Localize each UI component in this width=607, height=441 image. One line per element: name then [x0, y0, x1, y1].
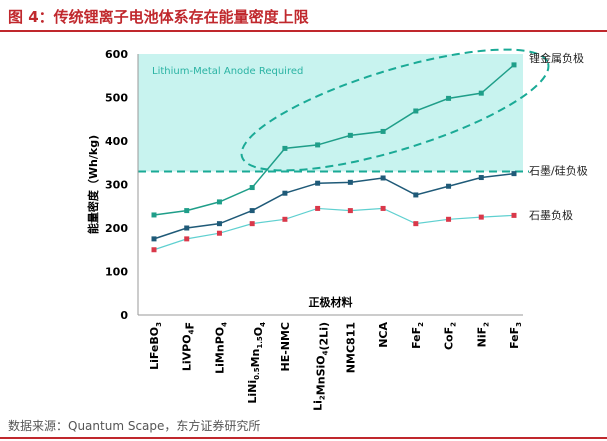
x-tick-label: FeF2	[410, 322, 425, 349]
x-axis-title: 正极材料	[309, 295, 353, 309]
x-tick-label: NiF2	[475, 322, 490, 348]
data-point	[511, 212, 517, 218]
x-tick-label: HE-NMC	[279, 322, 292, 372]
data-point	[216, 221, 222, 227]
lithium-metal-region	[138, 54, 523, 172]
highlight-ellipse	[240, 48, 550, 172]
data-point	[216, 199, 222, 205]
title-divider	[0, 30, 607, 32]
data-point	[249, 185, 255, 191]
x-tick-label: NMC811	[344, 322, 357, 373]
data-point	[347, 179, 353, 185]
data-point	[380, 128, 386, 134]
data-point	[216, 230, 222, 236]
data-point	[151, 212, 157, 218]
data-point	[446, 216, 452, 222]
data-point	[478, 214, 484, 220]
figure-title: 图 4：传统锂离子电池体系存在能量密度上限	[8, 8, 309, 26]
x-tick-label: NCA	[377, 322, 390, 348]
x-tick-label: LiFeBO3	[148, 322, 163, 370]
x-tick-label: FeF3	[508, 322, 523, 349]
bottom-divider	[0, 437, 607, 439]
x-tick-label: Li2MnSiO4(2Li)	[312, 322, 331, 411]
y-tick-label: 200	[105, 222, 128, 235]
data-point	[184, 236, 190, 242]
data-point	[511, 171, 517, 177]
data-point	[380, 175, 386, 181]
y-axis-title: 能量密度（Wh/kg)	[86, 135, 100, 234]
data-point	[151, 236, 157, 242]
data-point	[347, 132, 353, 138]
series-line-1	[153, 172, 515, 240]
data-point	[184, 208, 190, 214]
x-tick-label: CoF2	[443, 322, 458, 350]
data-point	[446, 183, 452, 189]
y-tick-label: 400	[105, 135, 128, 148]
data-point	[315, 142, 321, 148]
data-point	[315, 180, 321, 186]
data-point	[413, 108, 419, 114]
data-point	[380, 205, 386, 211]
series-label: 锂金属负极	[529, 51, 584, 65]
x-tick-label: LiVPO4F	[181, 322, 197, 371]
data-point	[249, 208, 255, 214]
data-point	[478, 175, 484, 181]
data-point	[249, 221, 255, 227]
data-point	[413, 192, 419, 198]
series-label: 石墨负极	[529, 208, 573, 222]
data-point	[184, 225, 190, 231]
data-point	[413, 221, 419, 227]
data-point	[478, 90, 484, 96]
data-point	[347, 208, 353, 214]
y-tick-label: 100	[105, 266, 128, 279]
data-point	[315, 205, 321, 211]
source-note: 数据来源：Quantum Scape，东方证券研究所	[8, 419, 261, 433]
data-point	[151, 247, 157, 253]
region-label: Lithium-Metal Anode Required	[152, 66, 303, 77]
data-point	[511, 62, 517, 68]
series-line-2	[153, 207, 515, 251]
y-tick-label: 0	[120, 309, 128, 322]
x-tick-label: LiMnPO4	[213, 322, 228, 374]
data-point	[282, 190, 288, 196]
y-tick-label: 600	[105, 48, 128, 61]
y-tick-label: 300	[105, 179, 128, 192]
y-tick-label: 500	[105, 92, 128, 105]
data-point	[446, 95, 452, 101]
data-point	[282, 216, 288, 222]
series-line-0	[153, 64, 515, 216]
series-label: 石墨/硅负极	[529, 163, 588, 177]
x-tick-label: LiNi0.5Mn1.5O4	[246, 322, 267, 404]
data-point	[282, 145, 288, 151]
